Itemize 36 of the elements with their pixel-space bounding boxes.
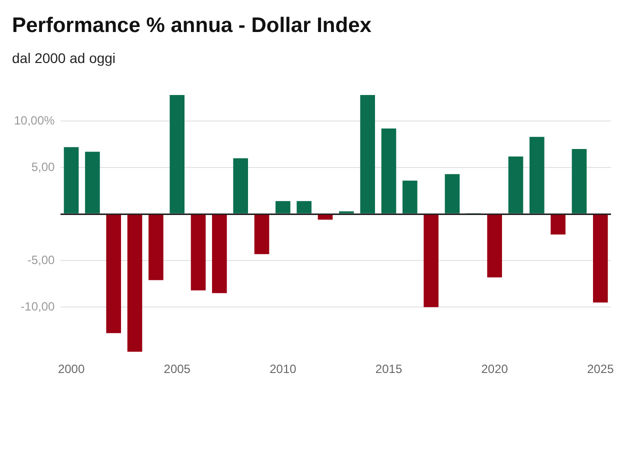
bar bbox=[381, 128, 396, 214]
x-tick-label: 2015 bbox=[375, 362, 402, 376]
bar bbox=[424, 214, 438, 308]
x-tick-label: 2025 bbox=[587, 362, 614, 376]
bar bbox=[360, 95, 376, 214]
bar bbox=[233, 158, 248, 214]
y-tick-label: 10,00% bbox=[14, 113, 56, 128]
bar bbox=[487, 214, 502, 278]
bar bbox=[190, 214, 206, 290]
bar bbox=[572, 149, 587, 214]
bar bbox=[508, 156, 524, 214]
bar bbox=[170, 95, 185, 214]
bar bbox=[85, 152, 100, 214]
x-tick-label: 2020 bbox=[481, 362, 508, 376]
bar bbox=[106, 214, 122, 334]
bar bbox=[254, 214, 270, 254]
y-tick-label: -5,00 bbox=[27, 252, 56, 267]
y-tick-label: 5,00 bbox=[31, 160, 56, 174]
bar bbox=[530, 136, 544, 214]
bar bbox=[127, 214, 142, 352]
bar bbox=[276, 201, 290, 214]
bar bbox=[444, 174, 460, 214]
y-tick-label: -10,00 bbox=[20, 299, 56, 314]
chart-title: Performance % annua - Dollar Index bbox=[12, 14, 372, 38]
bar bbox=[148, 214, 164, 280]
bar bbox=[402, 180, 418, 214]
x-tick-label: 2010 bbox=[270, 362, 297, 376]
bar bbox=[296, 201, 312, 214]
bar bbox=[318, 214, 333, 220]
x-tick-label: 2005 bbox=[164, 362, 191, 376]
chart-subtitle: dal 2000 ad oggi bbox=[12, 50, 116, 66]
x-tick-label: 2000 bbox=[58, 362, 85, 376]
bar bbox=[64, 147, 79, 214]
bar bbox=[212, 214, 227, 294]
bar bbox=[593, 214, 608, 302]
bar bbox=[550, 214, 566, 235]
